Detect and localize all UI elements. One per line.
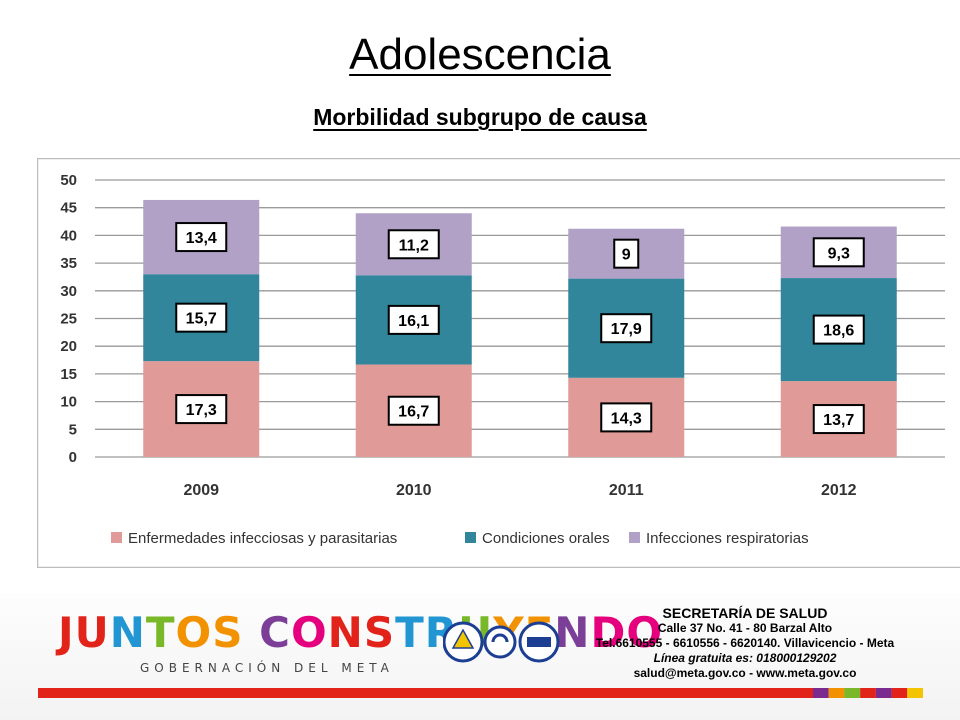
legend-label: Infecciones respiratorias xyxy=(646,530,809,547)
logo-letter: C xyxy=(243,608,291,657)
data-label-box xyxy=(387,229,440,260)
data-label: 9,3 xyxy=(828,245,850,262)
x-tick-label: 2010 xyxy=(396,482,432,499)
bottom-color-bar xyxy=(38,688,923,698)
y-tick-label: 50 xyxy=(60,172,77,189)
x-tick-label: 2011 xyxy=(609,482,644,499)
secretaria-heading: SECRETARÍA DE SALUD xyxy=(662,605,828,621)
y-tick-label: 20 xyxy=(60,338,77,355)
logo-letter: O xyxy=(290,608,328,657)
logo-letter: OS xyxy=(175,608,244,657)
logo-letter: N xyxy=(554,608,591,657)
phones-line: Tel.6610555 - 6610556 - 6620140. Villavi… xyxy=(595,636,895,650)
data-label: 13,7 xyxy=(823,412,854,429)
bottom-bar-segment xyxy=(813,688,829,698)
contact-line: salud@meta.gov.co - www.meta.gov.co xyxy=(633,666,857,680)
x-tick-label: 2012 xyxy=(821,482,857,499)
data-label-box xyxy=(812,314,865,345)
data-label: 13,4 xyxy=(186,230,217,247)
logo-letter: JU xyxy=(58,608,110,657)
data-label: 11,2 xyxy=(399,237,429,254)
footer xyxy=(0,594,960,720)
legend-label: Condiciones orales xyxy=(482,530,610,547)
data-label: 16,1 xyxy=(398,313,429,330)
legend-swatch xyxy=(465,532,476,543)
data-label-box xyxy=(812,404,865,435)
legend-swatch xyxy=(111,532,122,543)
bars: 17,3 15,7 13,4 16,7 16,1 11,2 14,3 17,9 9 13,7 18,… xyxy=(143,199,897,457)
y-tick-label: 40 xyxy=(60,227,77,244)
hotline-line: Línea gratuita es: 018000129202 xyxy=(653,651,837,665)
y-tick-label: 15 xyxy=(60,366,77,383)
y-tick-label: 5 xyxy=(69,421,77,438)
y-axis-ticks: 0 5 10 15 20 25 30 35 40 45 50 xyxy=(60,172,77,466)
x-tick-label: 2009 xyxy=(183,482,219,499)
data-label-box xyxy=(387,395,440,426)
data-label: 17,3 xyxy=(186,402,217,419)
data-label-box xyxy=(175,394,228,425)
bottom-bar-segment xyxy=(891,688,908,698)
bottom-bar-segment xyxy=(860,688,876,698)
logo-juntos-construyendo: JUNTOS CONSTRUYENDO xyxy=(58,612,663,654)
logo-subtitle: GOBERNACIÓN DEL META xyxy=(140,661,394,675)
seal-mountain-icon xyxy=(451,628,475,649)
data-label: 16,7 xyxy=(398,404,429,421)
slide-subtitle: Morbilidad subgrupo de causa xyxy=(313,104,647,130)
data-label: 15,7 xyxy=(186,311,217,328)
data-label-box xyxy=(600,313,653,344)
y-tick-label: 35 xyxy=(60,255,77,272)
logo-letter: T xyxy=(145,608,176,657)
x-axis-ticks: 2009 2010 2011 2012 xyxy=(183,482,856,499)
logo-letter: N xyxy=(109,608,146,657)
y-tick-label: 30 xyxy=(60,283,77,300)
data-label-box xyxy=(175,302,228,333)
y-tick-label: 10 xyxy=(60,394,77,411)
legend-swatch xyxy=(629,532,640,543)
certification-seals xyxy=(443,621,560,663)
legend-label: Enfermedades infecciosas y parasitarias xyxy=(128,530,397,547)
data-label: 9 xyxy=(622,247,631,264)
data-label-box xyxy=(613,238,640,269)
y-tick-label: 0 xyxy=(69,449,77,466)
logo-letter: NS xyxy=(327,608,396,657)
seal-iso-icon xyxy=(483,625,517,659)
legend: Enfermedades infecciosas y parasitarias C… xyxy=(111,530,809,547)
bottom-bar-segment xyxy=(844,688,861,698)
bottom-bar-segment xyxy=(875,688,892,698)
logo-letter: DO xyxy=(590,608,664,657)
data-label-box xyxy=(812,237,865,268)
data-label-box xyxy=(175,222,228,253)
data-label: 14,3 xyxy=(611,410,642,427)
bottom-bar-segment xyxy=(828,688,845,698)
data-label-box xyxy=(387,304,440,335)
footer-contact-info: SECRETARÍA DE SALUD Calle 37 No. 41 - 80… xyxy=(575,606,915,681)
address-line: Calle 37 No. 41 - 80 Barzal Alto xyxy=(657,621,833,635)
data-label: 17,9 xyxy=(611,321,642,338)
bottom-bar-segment xyxy=(907,688,923,698)
slide-title: Adolescencia xyxy=(349,30,611,79)
stacked-bar-chart: 0 5 10 15 20 25 30 35 40 45 50 17,3 15,7 13,4 16,7 16,… xyxy=(37,158,960,568)
y-tick-label: 25 xyxy=(60,311,77,328)
data-label-box xyxy=(600,402,653,433)
bottom-bar-main xyxy=(38,688,813,698)
data-label: 18,6 xyxy=(823,323,854,340)
y-tick-label: 45 xyxy=(60,200,77,217)
